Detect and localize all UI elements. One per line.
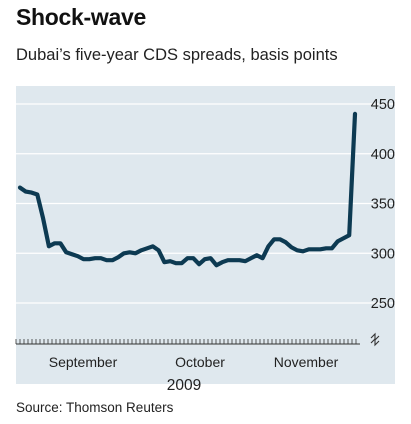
x-year-label: 2009 xyxy=(167,377,201,394)
series-line xyxy=(17,111,358,268)
y-tick-label: 300 xyxy=(371,246,395,262)
y-axis: 250 300 350 400 450 xyxy=(371,97,395,312)
x-axis: September October November 2009 xyxy=(15,332,380,394)
chart-title: Shock-wave xyxy=(16,4,146,30)
x-month-label: November xyxy=(274,354,339,370)
series-group xyxy=(17,111,358,268)
gridlines xyxy=(16,103,395,304)
y-tick-label: 400 xyxy=(371,147,395,163)
chart-subtitle: Dubai’s five-year CDS spreads, basis poi… xyxy=(16,46,338,64)
source-note: Source: Thomson Reuters xyxy=(16,400,174,415)
axis-break-mark xyxy=(370,332,380,347)
x-month-label: October xyxy=(175,354,225,370)
plot-area xyxy=(16,86,395,384)
y-tick-label: 250 xyxy=(371,296,395,312)
x-month-label: September xyxy=(49,354,118,370)
y-tick-label: 450 xyxy=(371,97,395,113)
y-tick-label: 350 xyxy=(371,197,395,213)
